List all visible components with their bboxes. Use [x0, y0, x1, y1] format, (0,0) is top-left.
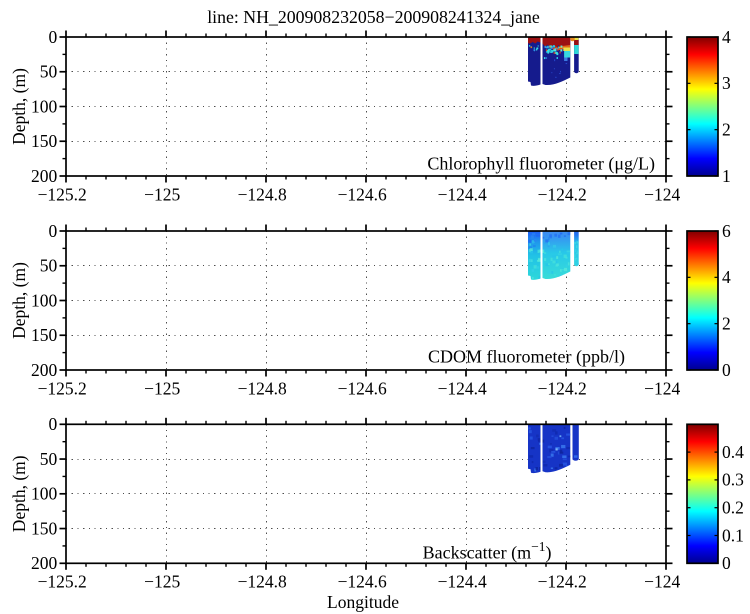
- svg-text:100: 100: [31, 96, 58, 116]
- svg-text:0: 0: [48, 221, 57, 241]
- svg-text:150: 150: [31, 131, 58, 151]
- svg-text:50: 50: [40, 62, 58, 82]
- svg-text:−124: −124: [644, 572, 680, 592]
- svg-text:−125: −125: [144, 378, 180, 398]
- svg-text:−124.4: −124.4: [438, 572, 487, 592]
- svg-text:−124.4: −124.4: [438, 184, 487, 204]
- svg-text:1: 1: [722, 166, 731, 186]
- svg-text:Depth, (m): Depth, (m): [9, 262, 29, 339]
- svg-text:50: 50: [40, 449, 58, 469]
- svg-text:−124.2: −124.2: [538, 572, 587, 592]
- svg-text:Chlorophyll fluorometer (μg/L): Chlorophyll fluorometer (μg/L): [427, 153, 655, 174]
- svg-text:4: 4: [722, 27, 731, 47]
- svg-text:−124.6: −124.6: [338, 572, 387, 592]
- svg-text:−124.8: −124.8: [238, 378, 287, 398]
- svg-text:−124: −124: [644, 184, 680, 204]
- svg-text:50: 50: [40, 256, 58, 276]
- svg-text:line: NH_200908232058−20090824: line: NH_200908232058−200908241324_jane: [207, 7, 540, 27]
- svg-text:−125: −125: [144, 572, 180, 592]
- svg-text:CDOM fluorometer (ppb/l): CDOM fluorometer (ppb/l): [428, 347, 625, 368]
- svg-text:200: 200: [31, 166, 58, 186]
- svg-text:−124.8: −124.8: [238, 184, 287, 204]
- svg-text:0: 0: [722, 360, 731, 380]
- svg-text:150: 150: [31, 518, 58, 538]
- svg-text:200: 200: [31, 360, 58, 380]
- svg-text:Depth, (m): Depth, (m): [9, 68, 29, 145]
- svg-text:−124.4: −124.4: [438, 378, 487, 398]
- svg-text:0.1: 0.1: [722, 525, 744, 545]
- svg-text:0: 0: [48, 414, 57, 434]
- svg-text:0.4: 0.4: [722, 442, 744, 462]
- svg-text:−125.2: −125.2: [38, 572, 87, 592]
- svg-text:−125.2: −125.2: [38, 378, 87, 398]
- svg-text:2: 2: [722, 313, 731, 333]
- svg-text:−124.8: −124.8: [238, 572, 287, 592]
- svg-text:3: 3: [722, 73, 731, 93]
- svg-text:200: 200: [31, 553, 58, 573]
- svg-text:Longitude: Longitude: [327, 592, 399, 612]
- svg-text:−125: −125: [144, 184, 180, 204]
- svg-text:−124.2: −124.2: [538, 184, 587, 204]
- svg-text:−124: −124: [644, 378, 680, 398]
- svg-text:−124.6: −124.6: [338, 184, 387, 204]
- svg-text:4: 4: [722, 267, 731, 287]
- svg-text:−125.2: −125.2: [38, 184, 87, 204]
- svg-text:−124.2: −124.2: [538, 378, 587, 398]
- svg-text:0: 0: [722, 553, 731, 573]
- svg-text:100: 100: [31, 484, 58, 504]
- svg-text:2: 2: [722, 119, 731, 139]
- svg-text:−124.6: −124.6: [338, 378, 387, 398]
- svg-text:Depth, (m): Depth, (m): [9, 455, 29, 532]
- svg-text:0.2: 0.2: [722, 498, 744, 518]
- svg-text:100: 100: [31, 290, 58, 310]
- svg-text:Backscatter (m−1): Backscatter (m−1): [423, 539, 552, 564]
- svg-text:150: 150: [31, 325, 58, 345]
- svg-text:0: 0: [48, 27, 57, 47]
- svg-text:6: 6: [722, 221, 731, 241]
- svg-text:0.3: 0.3: [722, 470, 744, 490]
